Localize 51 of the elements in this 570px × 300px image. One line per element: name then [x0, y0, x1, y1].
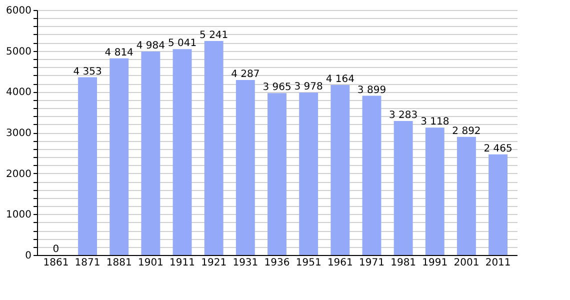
data-label: 0 [52, 244, 60, 255]
x-tick-label: 1871 [74, 258, 100, 268]
data-label: 4 814 [104, 47, 134, 58]
bar [172, 49, 192, 255]
x-tick-label: 1936 [264, 258, 290, 268]
bar [78, 77, 97, 255]
data-label: 4 287 [231, 68, 260, 80]
data-label: 3 899 [357, 84, 386, 96]
x-tick-label: 1861 [43, 258, 69, 268]
x-tick-label: 1961 [327, 258, 353, 268]
x-tick-label: 2011 [485, 258, 511, 268]
bar [299, 92, 318, 255]
bar [236, 80, 255, 255]
bar [457, 136, 476, 255]
data-label: 4 984 [136, 40, 166, 52]
x-tick-label: 1881 [106, 258, 132, 268]
data-label: 3 965 [262, 82, 292, 94]
x-tick-label: 1991 [422, 258, 448, 268]
bar [330, 84, 350, 255]
data-label: 5 041 [168, 38, 197, 50]
bar [488, 154, 508, 255]
data-label: 2 892 [452, 126, 481, 137]
bar [362, 96, 382, 255]
y-tick-label: 4000 [6, 87, 32, 98]
data-label: 3 978 [294, 82, 323, 93]
x-tick-label: 1911 [170, 258, 195, 268]
data-label: 3 283 [388, 110, 418, 121]
x-tick-label: 1901 [138, 258, 164, 268]
data-label: 5 241 [200, 30, 228, 41]
y-tick-label: 6000 [6, 6, 32, 16]
data-label: 4 164 [326, 74, 354, 85]
y-tick-label: 1000 [6, 210, 32, 221]
x-tick-label: 2001 [454, 258, 480, 268]
x-tick-label: 1921 [201, 258, 227, 268]
bar [425, 128, 444, 255]
data-label: 4 353 [73, 66, 102, 78]
x-tick-label: 1981 [390, 258, 416, 268]
bar [204, 40, 224, 255]
y-tick-label: 5000 [6, 46, 32, 58]
bar [394, 120, 413, 255]
data-label: 3 118 [420, 116, 450, 128]
bar [268, 93, 286, 255]
data-label: 2 465 [484, 143, 512, 154]
x-tick-label: 1971 [359, 258, 384, 268]
y-tick-label: 3000 [6, 128, 32, 139]
y-tick-label: 0 [25, 250, 32, 262]
bar [110, 58, 129, 255]
x-tick-label: 1951 [296, 258, 322, 268]
bar [141, 51, 160, 255]
y-tick-label: 2000 [6, 168, 32, 180]
x-tick-label: 1931 [232, 258, 258, 268]
